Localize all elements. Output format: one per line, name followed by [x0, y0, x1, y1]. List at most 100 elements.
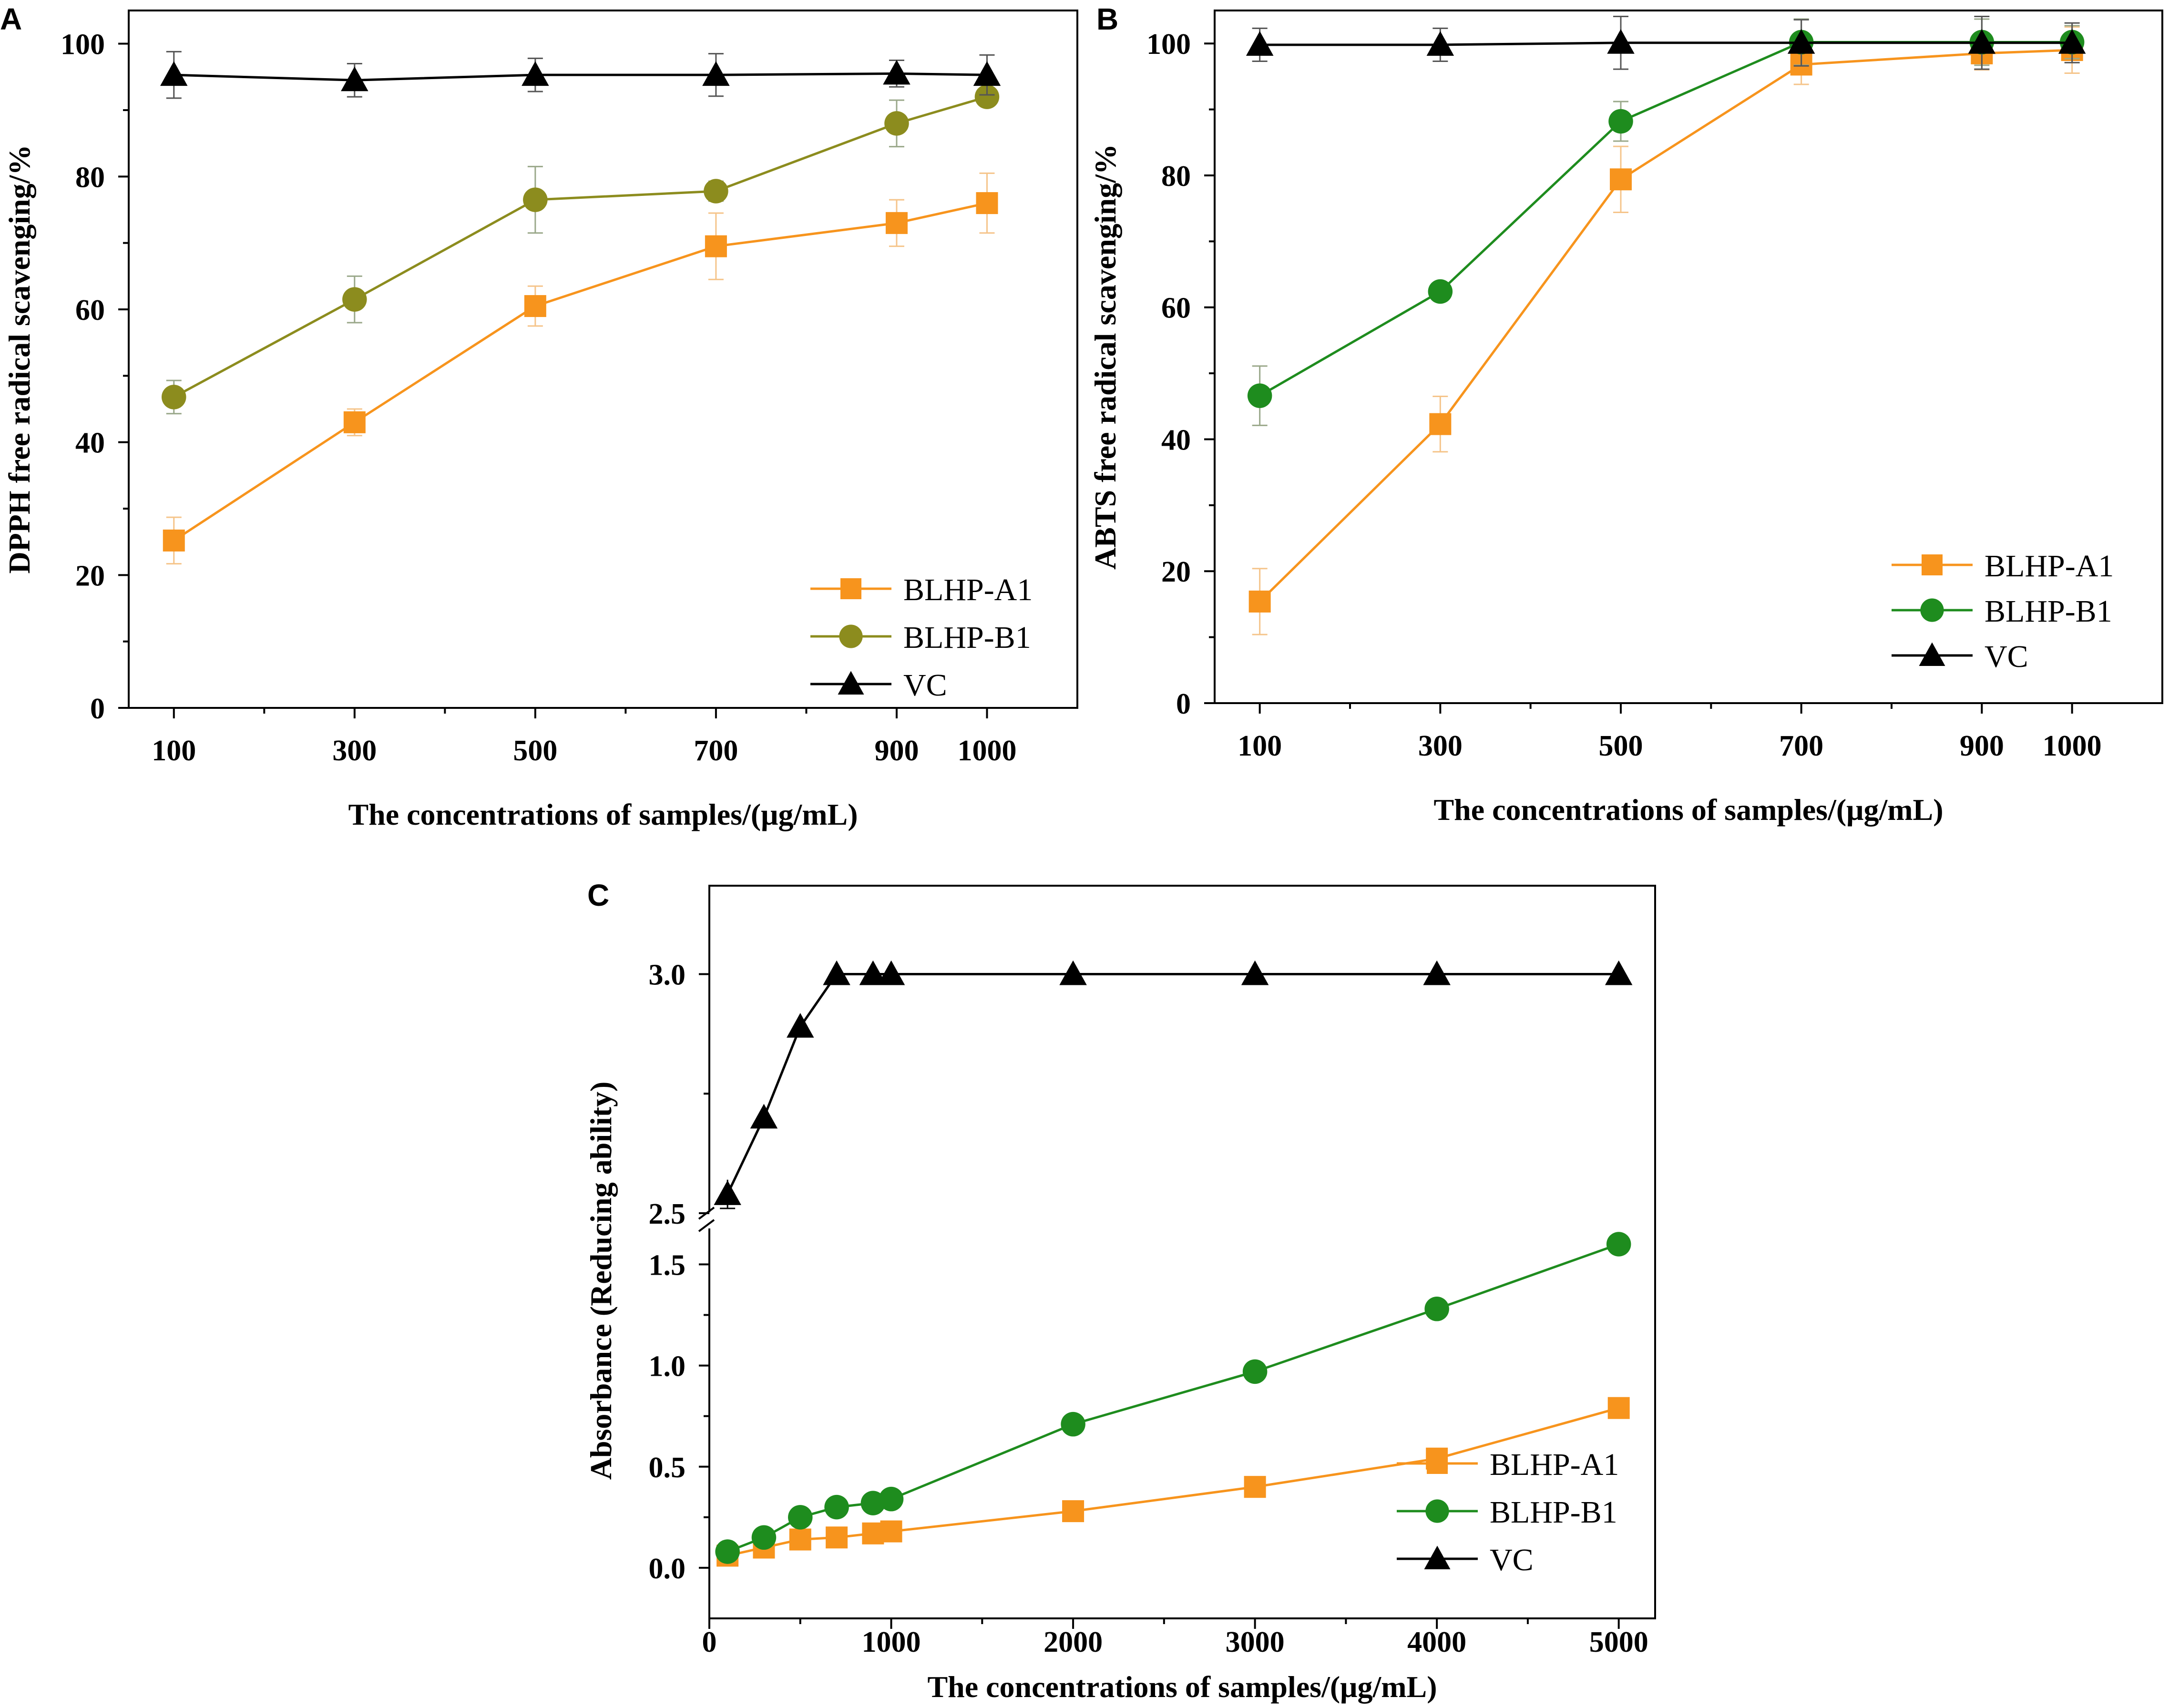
series-blhp-a1	[163, 172, 998, 565]
data-point	[859, 960, 887, 985]
y-tick-label: 3.0	[649, 959, 686, 991]
data-point	[1062, 1500, 1084, 1523]
y-tick-label: 40	[75, 427, 105, 460]
y-axis-label: ABTS free radical scavenging/%	[1088, 144, 1122, 570]
legend-marker	[1425, 1499, 1449, 1523]
y-tick-label: 1.5	[649, 1249, 686, 1281]
data-point	[787, 1013, 814, 1038]
panel-a-letter: A	[0, 2, 22, 36]
legend-label: BLHP-A1	[903, 573, 1033, 607]
legend-label: BLHP-A1	[1985, 549, 2114, 583]
data-point	[824, 1494, 849, 1520]
panel-c-letter: C	[587, 878, 609, 912]
legend-marker	[1424, 1545, 1451, 1569]
series-vc	[714, 960, 1633, 1209]
data-point	[1787, 29, 1815, 54]
x-tick-label: 500	[513, 735, 557, 767]
y-tick-label: 40	[1161, 424, 1191, 456]
data-point	[750, 1104, 778, 1129]
data-point	[1242, 1359, 1268, 1384]
x-tick-label: 2000	[1044, 1626, 1103, 1658]
x-tick-label: 900	[1960, 730, 2004, 762]
x-axis-label: The concentrations of samples/(μg/mL)	[927, 1670, 1437, 1704]
data-point	[1429, 413, 1452, 435]
data-point	[826, 1526, 848, 1549]
data-point	[884, 111, 909, 136]
y-tick-label: 0	[90, 693, 105, 725]
legend: BLHP-A1 BLHP-B1 VC	[1397, 1447, 1619, 1577]
legend-marker	[1919, 642, 1945, 666]
data-point	[343, 411, 366, 433]
data-point	[973, 61, 1001, 86]
y-axis-label: Absorbance (Reducing ability)	[584, 1082, 618, 1480]
data-point	[789, 1528, 811, 1551]
x-tick-label: 0	[702, 1626, 717, 1658]
x-tick-label: 300	[1418, 730, 1463, 762]
x-tick-label: 1000	[2043, 730, 2102, 762]
y-tick-label: 0.0	[649, 1553, 686, 1585]
series-line	[726, 972, 1619, 1195]
data-point	[1241, 960, 1269, 985]
data-point	[714, 1180, 741, 1205]
series-line	[173, 202, 988, 542]
panel-a: A 100 300 500 700 900 1000 0 20 40 60 80 100 The con…	[0, 2, 1078, 831]
legend-marker	[838, 671, 864, 695]
series-vc	[1246, 15, 2086, 70]
legend: BLHP-A1 BLHP-B1 VC	[1892, 549, 2114, 674]
plot-frame	[128, 10, 1078, 709]
data-point	[1248, 590, 1271, 613]
data-point	[2058, 29, 2086, 54]
legend: BLHP-A1 BLHP-B1 VC	[810, 573, 1033, 703]
data-point	[1244, 1476, 1266, 1498]
x-tick-label: 4000	[1407, 1626, 1466, 1658]
legend-label: BLHP-A1	[1490, 1447, 1619, 1482]
legend-marker	[840, 578, 861, 599]
x-tick-label: 900	[874, 735, 919, 767]
data-point	[1608, 109, 1633, 134]
panel-b-letter: B	[1096, 2, 1118, 36]
panel-b: B 100 300 500 700 900 1000 0 20 40 60 80 100 The con…	[1088, 2, 2163, 827]
data-point	[702, 61, 730, 86]
x-tick-label: 100	[1238, 730, 1282, 762]
data-point	[1605, 960, 1633, 985]
data-point	[751, 1525, 777, 1550]
data-point	[1247, 383, 1272, 408]
series-vc	[160, 51, 1001, 99]
data-point	[1059, 960, 1087, 985]
legend-label: BLHP-B1	[1985, 594, 2112, 629]
y-tick-label: 100	[1146, 28, 1191, 61]
data-point	[879, 1486, 904, 1512]
data-point	[1610, 168, 1632, 191]
data-point	[974, 84, 1000, 109]
legend-label: VC	[1985, 639, 2028, 674]
legend-marker	[1427, 1453, 1448, 1474]
series-line	[1258, 49, 2072, 603]
data-point	[705, 235, 727, 257]
data-point	[883, 60, 911, 85]
data-point	[342, 287, 367, 312]
x-tick-label: 3000	[1226, 1626, 1285, 1658]
y-tick-label: 20	[75, 560, 105, 592]
y-tick-label: 0.5	[649, 1452, 686, 1484]
data-point	[1423, 960, 1451, 985]
y-tick-label: 80	[75, 161, 105, 194]
x-tick-label: 300	[332, 735, 377, 767]
data-point	[523, 187, 548, 212]
x-tick-label: 700	[694, 735, 738, 767]
y-tick-label: 1.0	[649, 1350, 686, 1383]
y-axis-label: DPPH free radical scavenging/%	[2, 145, 36, 574]
data-point	[341, 66, 368, 92]
panel-c: C 0 1000 2000 3000 4000 5000 0.0 0.5 1.0 1.5 2.5 3.…	[584, 878, 1656, 1704]
data-point	[1606, 1232, 1631, 1257]
data-point	[1424, 1297, 1449, 1321]
y-tick-label: 0	[1176, 688, 1191, 720]
data-point	[788, 1505, 813, 1530]
x-axis-label: The concentrations of samples/(μg/mL)	[348, 798, 858, 831]
series-line	[1259, 41, 2072, 46]
x-tick-label: 1000	[862, 1626, 921, 1658]
y-tick-label: 100	[61, 29, 105, 61]
legend-marker	[839, 624, 863, 648]
axis-break-gap	[695, 1212, 724, 1228]
y-tick-label: 20	[1161, 556, 1191, 588]
